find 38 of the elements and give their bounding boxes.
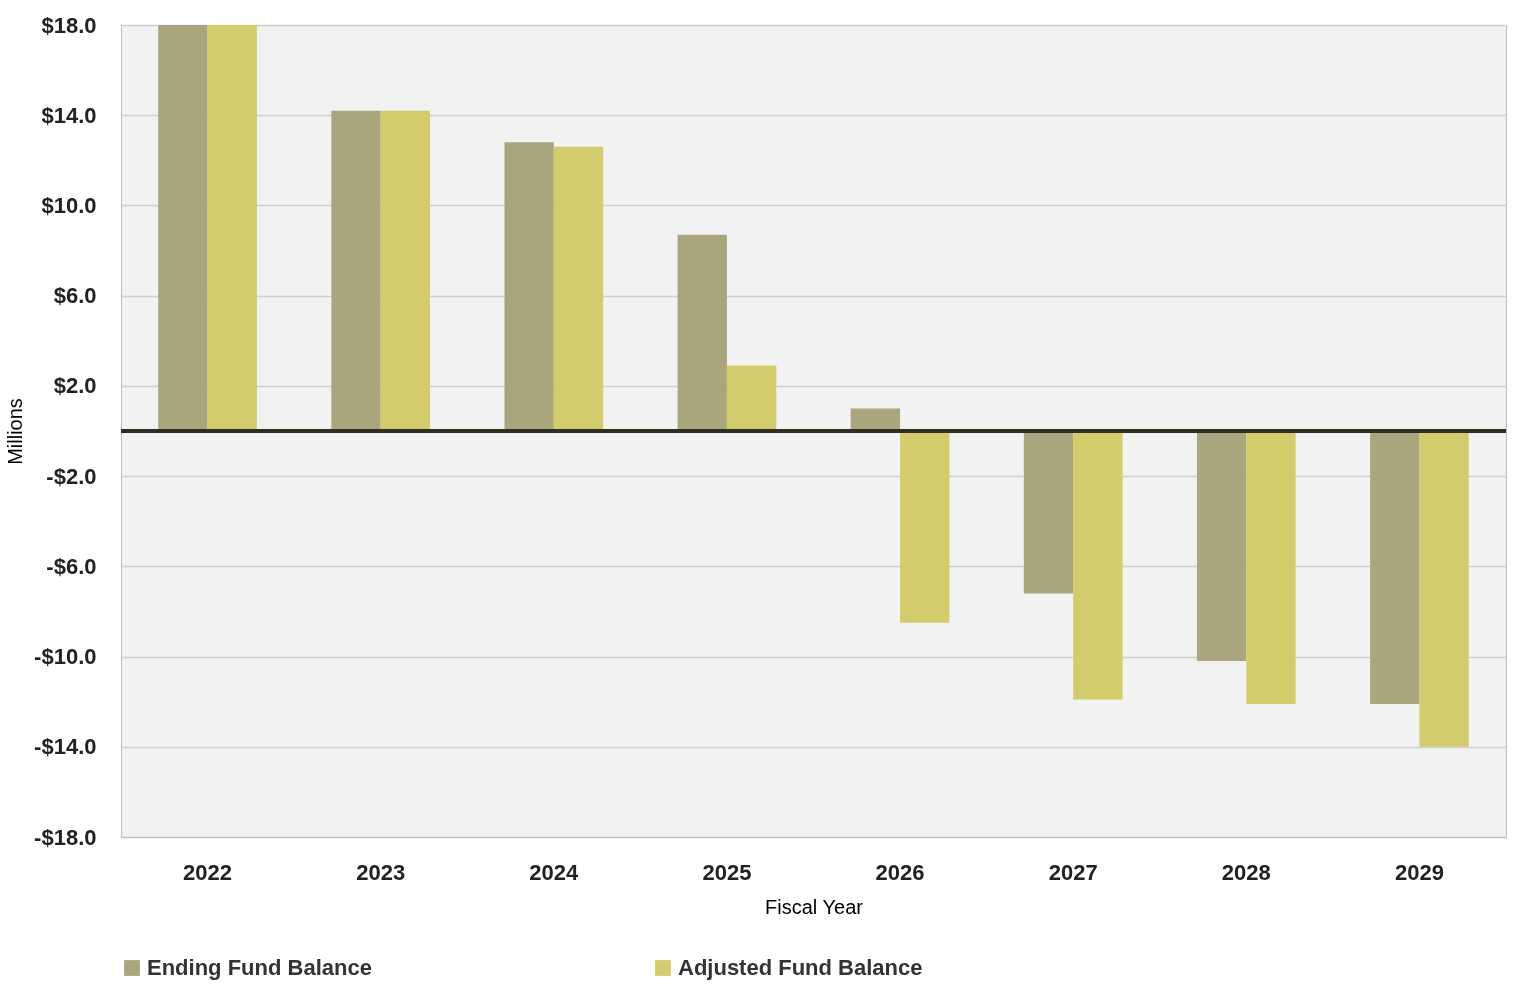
bar: [1073, 431, 1123, 700]
y-tick-label: -$2.0: [46, 463, 97, 489]
bar: [1419, 431, 1469, 747]
x-tick-label: 2027: [1048, 859, 1098, 885]
y-tick-label: $18.0: [41, 12, 97, 38]
y-tick-label: $2.0: [53, 373, 97, 399]
x-tick-label: 2028: [1221, 859, 1271, 885]
bar: [331, 110, 381, 431]
y-tick-label: -$14.0: [34, 734, 97, 760]
y-tick-label: -$18.0: [34, 824, 97, 850]
y-tick-label: $10.0: [41, 192, 97, 218]
bar: [158, 25, 208, 431]
x-tick-label: 2024: [529, 859, 580, 885]
bar: [1023, 431, 1074, 594]
bar: [504, 142, 554, 431]
y-tick-label: $14.0: [41, 102, 97, 128]
bar: [1370, 431, 1420, 704]
bar: [900, 431, 950, 623]
x-tick-label: 2025: [702, 859, 752, 885]
x-tick-label: 2029: [1394, 859, 1444, 885]
bar: [1246, 431, 1296, 704]
bar: [207, 25, 257, 431]
legend-label: Adjusted Fund Balance: [678, 955, 923, 980]
x-axis-title: Fiscal Year: [765, 895, 864, 918]
bar: [380, 110, 431, 431]
bar: [677, 234, 727, 431]
y-axis-title: Millions: [4, 398, 27, 465]
y-tick-label: $6.0: [53, 283, 97, 309]
y-tick-label: -$6.0: [46, 553, 97, 579]
bar: [1196, 431, 1247, 662]
y-tick-label: -$10.0: [34, 644, 97, 670]
bar: [850, 408, 901, 431]
x-tick-label: 2022: [183, 859, 233, 885]
bar: [553, 146, 604, 431]
legend-label: Ending Fund Balance: [147, 955, 372, 980]
x-tick-label: 2023: [356, 859, 406, 885]
bar: [726, 365, 777, 431]
x-tick-label: 2026: [875, 859, 925, 885]
